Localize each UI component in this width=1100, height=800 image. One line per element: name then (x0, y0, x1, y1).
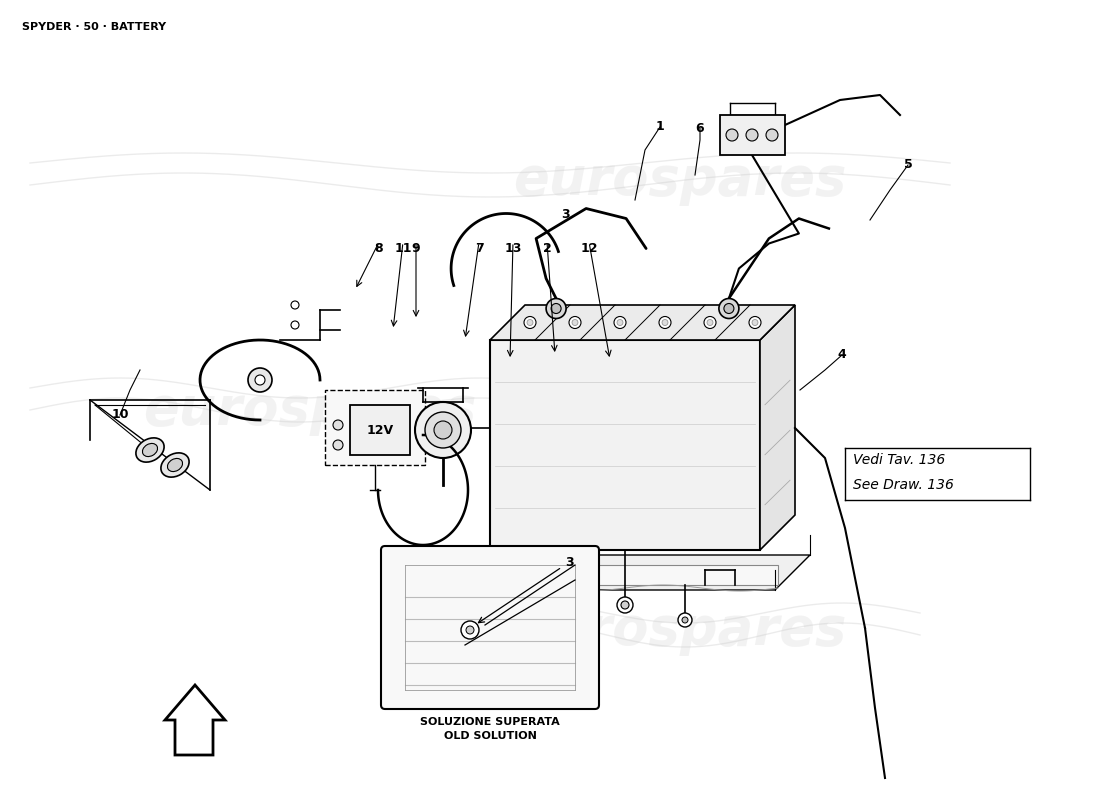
Text: 10: 10 (111, 409, 129, 422)
Circle shape (704, 317, 716, 329)
Text: 3: 3 (561, 209, 570, 222)
Circle shape (752, 319, 758, 326)
Circle shape (434, 421, 452, 439)
Polygon shape (490, 340, 760, 550)
Circle shape (425, 412, 461, 448)
Text: 9: 9 (411, 242, 420, 254)
Text: eurospares: eurospares (514, 154, 847, 206)
Circle shape (678, 613, 692, 627)
Text: 12V: 12V (366, 423, 394, 437)
Polygon shape (490, 305, 795, 340)
Circle shape (551, 303, 561, 314)
Text: 11: 11 (394, 242, 411, 254)
Ellipse shape (143, 443, 157, 457)
Circle shape (724, 303, 734, 314)
Circle shape (621, 601, 629, 609)
Circle shape (746, 129, 758, 141)
FancyBboxPatch shape (350, 405, 410, 455)
Circle shape (707, 319, 713, 326)
Text: 3: 3 (565, 555, 574, 569)
Text: 2: 2 (542, 242, 551, 254)
Text: eurospares: eurospares (143, 384, 476, 436)
FancyBboxPatch shape (720, 115, 785, 155)
Polygon shape (472, 565, 778, 585)
Circle shape (333, 420, 343, 430)
Circle shape (659, 317, 671, 329)
Circle shape (569, 317, 581, 329)
Text: 1: 1 (656, 121, 664, 134)
Circle shape (527, 319, 534, 326)
Text: eurospares: eurospares (514, 604, 847, 656)
Circle shape (749, 317, 761, 329)
Text: 6: 6 (695, 122, 704, 134)
Circle shape (682, 617, 688, 623)
Ellipse shape (161, 453, 189, 477)
Text: SPYDER · 50 · BATTERY: SPYDER · 50 · BATTERY (22, 22, 166, 32)
Circle shape (292, 301, 299, 309)
Circle shape (572, 319, 578, 326)
FancyBboxPatch shape (324, 390, 425, 465)
Circle shape (466, 626, 474, 634)
Text: See Draw. 136: See Draw. 136 (852, 478, 954, 492)
Text: 4: 4 (837, 349, 846, 362)
Circle shape (524, 317, 536, 329)
Polygon shape (760, 305, 795, 550)
Circle shape (461, 621, 478, 639)
Circle shape (333, 440, 343, 450)
Circle shape (292, 321, 299, 329)
Circle shape (662, 319, 668, 326)
Circle shape (614, 317, 626, 329)
Circle shape (617, 319, 623, 326)
Polygon shape (165, 685, 226, 755)
Circle shape (248, 368, 272, 392)
Text: 12: 12 (581, 242, 597, 254)
Polygon shape (475, 555, 810, 590)
Text: SOLUZIONE SUPERATA: SOLUZIONE SUPERATA (420, 717, 560, 727)
Circle shape (546, 298, 566, 318)
Text: OLD SOLUTION: OLD SOLUTION (443, 731, 537, 741)
Circle shape (726, 129, 738, 141)
Circle shape (719, 298, 739, 318)
Text: 7: 7 (474, 242, 483, 254)
Text: Vedi Tav. 136: Vedi Tav. 136 (852, 453, 945, 467)
Circle shape (617, 597, 632, 613)
Circle shape (415, 402, 471, 458)
Circle shape (255, 375, 265, 385)
Text: 13: 13 (504, 242, 521, 254)
Text: 5: 5 (903, 158, 912, 171)
Text: 8: 8 (375, 242, 383, 254)
FancyBboxPatch shape (381, 546, 600, 709)
Circle shape (766, 129, 778, 141)
Ellipse shape (136, 438, 164, 462)
Ellipse shape (167, 458, 183, 471)
